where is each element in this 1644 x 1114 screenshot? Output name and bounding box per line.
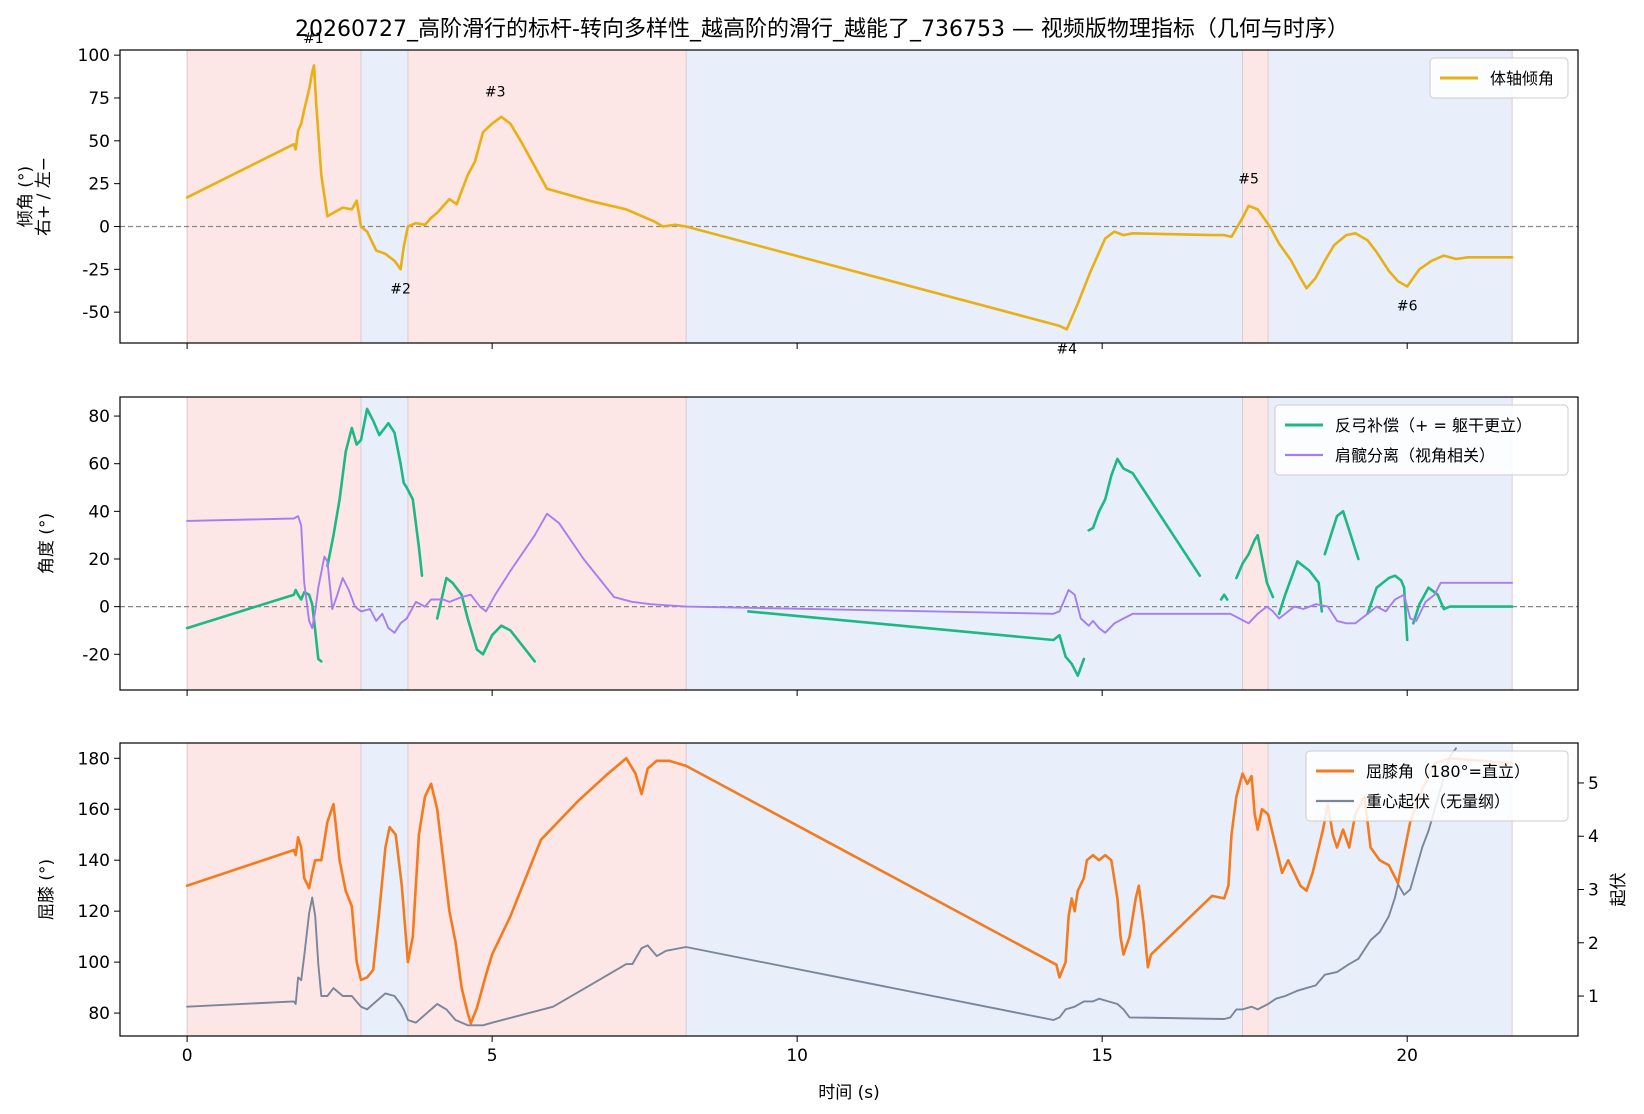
knee-panel: 80 100 120 140 160 180 1 2 3 4 5 0 5 10 15 20 屈膝 (°) 起伏时间…	[37, 742, 1629, 1103]
y-tick-label: -20	[82, 645, 110, 665]
y-tick-label: 60	[88, 455, 110, 475]
x-axis-label: 时间 (s)	[818, 1083, 880, 1103]
y-tick-label: 80	[88, 407, 110, 427]
phase-band-red	[1242, 743, 1269, 1036]
legend-box	[1429, 57, 1569, 99]
y-tick-label: 0	[99, 598, 110, 618]
y-axis-label: 右+ / 左−	[34, 157, 54, 236]
series-line-0	[1219, 593, 1229, 601]
y-tick-label: 100	[78, 46, 110, 66]
peak-annotation: #3	[485, 84, 506, 100]
compensation-panel: -20 0 20 40 60 80 角度 (°) 反弓补偿（+ = 躯干更立） 肩髋分离（视角相…	[37, 396, 1579, 696]
y-right-axis-label: 起伏	[1609, 873, 1629, 907]
series-group	[185, 747, 1514, 1027]
phase-band-red	[1242, 50, 1269, 343]
phase-band-blue	[686, 397, 1243, 690]
y-right-tick-label: 4	[1588, 827, 1599, 847]
y-tick-label: 80	[88, 1004, 110, 1024]
y-tick-label: 40	[88, 502, 110, 522]
series-line-0	[747, 610, 1086, 677]
series-line-0	[1087, 457, 1202, 577]
series-line-0	[185, 588, 323, 663]
tilt-panel: -50 -25 0 25 50 75 100 倾角 (°)右+ / 左− #1 #2 #3 #4 #5 #…	[16, 31, 1579, 357]
legend-box	[1305, 750, 1569, 822]
phase-band-red	[407, 50, 687, 343]
y-tick-label: 180	[78, 749, 110, 769]
phase-band-blue	[1268, 50, 1513, 343]
phase-band-blue	[360, 397, 408, 690]
legend-label: 反弓补偿（+ = 躯干更立）	[1335, 416, 1532, 435]
peak-annotation: #4	[1056, 341, 1077, 357]
x-tick-label: 10	[786, 1046, 808, 1066]
y-tick-label: 0	[99, 217, 110, 237]
y-right-tick-label: 1	[1588, 987, 1599, 1007]
legend-label: 屈膝角（180°=直立）	[1366, 762, 1530, 781]
series-line-0	[1366, 574, 1409, 642]
phase-band-blue	[360, 50, 408, 343]
y-tick-label: 75	[88, 89, 110, 109]
y-right-tick-label: 3	[1588, 881, 1599, 901]
series-line-0	[1277, 560, 1324, 616]
y-axis-label: 角度 (°)	[37, 513, 57, 574]
y-tick-label: 140	[78, 851, 110, 871]
y-tick-label: 100	[78, 953, 110, 973]
legend-label: 肩髋分离（视角相关）	[1335, 446, 1495, 465]
y-tick-label: -25	[82, 260, 110, 280]
phase-band-red	[187, 397, 361, 690]
series-line-0	[435, 576, 537, 663]
series-line-0	[185, 757, 1514, 1025]
legend-box	[1274, 404, 1569, 476]
series-group	[185, 407, 1514, 677]
series-line-0	[185, 64, 1514, 331]
y-tick-label: 50	[88, 132, 110, 152]
legend-label: 重心起伏（无量纲）	[1366, 792, 1510, 811]
phase-band-red	[187, 743, 361, 1036]
y-tick-label: -50	[82, 303, 110, 323]
series-line-0	[1412, 586, 1514, 625]
y-tick-label: 25	[88, 175, 110, 195]
phase-band-blue	[360, 743, 408, 1036]
legend: 屈膝角（180°=直立） 重心起伏（无量纲）	[1305, 750, 1569, 822]
phase-band-red	[407, 397, 687, 690]
x-tick-label: 5	[487, 1046, 498, 1066]
series-line-0	[1235, 533, 1275, 599]
peak-annotation: #1	[303, 31, 324, 47]
series-line-1	[186, 747, 1457, 1027]
plot-frame	[119, 396, 1579, 691]
y-right-tick-label: 2	[1588, 934, 1599, 954]
phase-band-blue	[686, 50, 1243, 343]
phase-band-red	[187, 50, 361, 343]
peak-annotation: #6	[1397, 298, 1418, 314]
legend-label: 体轴倾角	[1490, 69, 1554, 88]
y-axis-label: 屈膝 (°)	[37, 859, 57, 920]
x-tick-label: 0	[182, 1046, 193, 1066]
series-line-0	[1323, 510, 1360, 561]
series-group	[185, 64, 1514, 331]
y-tick-label: 160	[78, 800, 110, 820]
y-axis-label: 倾角 (°)	[16, 166, 36, 227]
plot-frame	[119, 49, 1579, 344]
y-tick-label: 20	[88, 550, 110, 570]
x-tick-label: 20	[1396, 1046, 1418, 1066]
y-right-tick-label: 5	[1588, 774, 1599, 794]
figure-title: 20260727_高阶滑行的标杆-转向多样性_越高阶的滑行_越能了_736753…	[295, 17, 1349, 42]
peak-annotation: #5	[1238, 172, 1259, 188]
series-line-1	[186, 512, 1514, 634]
phase-band-blue	[686, 743, 1243, 1036]
series-line-0	[326, 407, 424, 577]
legend: 体轴倾角	[1429, 57, 1569, 99]
phase-band-red	[1242, 397, 1269, 690]
legend: 反弓补偿（+ = 躯干更立） 肩髋分离（视角相关）	[1274, 404, 1569, 476]
x-tick-label: 15	[1091, 1046, 1113, 1066]
y-tick-label: 120	[78, 902, 110, 922]
peak-annotation: #2	[390, 281, 411, 297]
